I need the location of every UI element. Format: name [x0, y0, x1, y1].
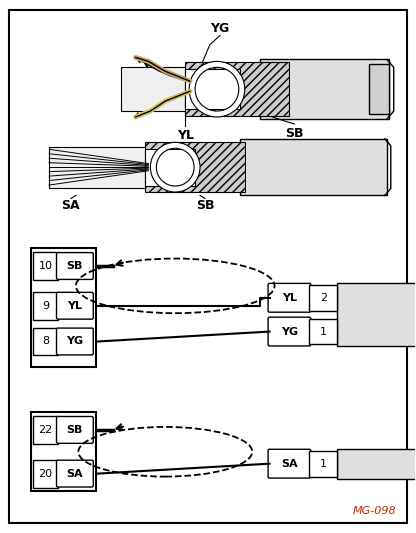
Bar: [240, 139, 387, 196]
Text: MG-098: MG-098: [353, 506, 397, 516]
Bar: [337, 449, 416, 479]
Text: 8: 8: [42, 336, 49, 346]
FancyBboxPatch shape: [57, 460, 93, 487]
Bar: [33, 292, 58, 320]
Text: 1: 1: [320, 327, 327, 336]
FancyBboxPatch shape: [268, 284, 311, 312]
Bar: [33, 459, 58, 488]
Text: 2: 2: [319, 293, 327, 303]
FancyBboxPatch shape: [57, 416, 93, 443]
FancyBboxPatch shape: [268, 449, 311, 478]
Bar: [31, 412, 96, 491]
Text: 9: 9: [42, 301, 49, 311]
Text: YG: YG: [281, 327, 298, 336]
Bar: [33, 416, 58, 444]
Bar: [146, 149, 195, 185]
Text: 22: 22: [38, 425, 53, 435]
FancyBboxPatch shape: [57, 253, 93, 279]
Bar: [369, 64, 389, 114]
FancyBboxPatch shape: [57, 292, 93, 319]
Text: SA: SA: [62, 199, 80, 213]
Bar: [185, 62, 290, 116]
FancyBboxPatch shape: [268, 317, 311, 346]
Bar: [310, 285, 337, 311]
Bar: [49, 147, 149, 188]
Text: YL: YL: [177, 129, 194, 142]
Text: SB: SB: [285, 127, 304, 140]
Text: SB: SB: [67, 261, 83, 271]
Bar: [33, 328, 58, 356]
Bar: [310, 319, 337, 344]
Bar: [310, 451, 337, 477]
Bar: [260, 59, 389, 119]
Text: YL: YL: [67, 301, 82, 311]
Text: YG: YG: [210, 21, 230, 35]
Bar: [185, 69, 240, 109]
Bar: [337, 283, 416, 346]
Text: YG: YG: [66, 336, 84, 346]
Text: SA: SA: [281, 459, 298, 469]
Text: 10: 10: [39, 261, 52, 271]
Text: 20: 20: [39, 469, 53, 479]
Text: YL: YL: [282, 293, 297, 303]
FancyBboxPatch shape: [57, 328, 93, 355]
Text: 1: 1: [320, 459, 327, 469]
Bar: [121, 67, 188, 111]
Text: SB: SB: [67, 425, 83, 435]
Bar: [31, 248, 96, 367]
Bar: [146, 142, 245, 192]
Text: SB: SB: [196, 199, 214, 213]
Bar: [33, 252, 58, 280]
Text: SA: SA: [67, 469, 83, 479]
